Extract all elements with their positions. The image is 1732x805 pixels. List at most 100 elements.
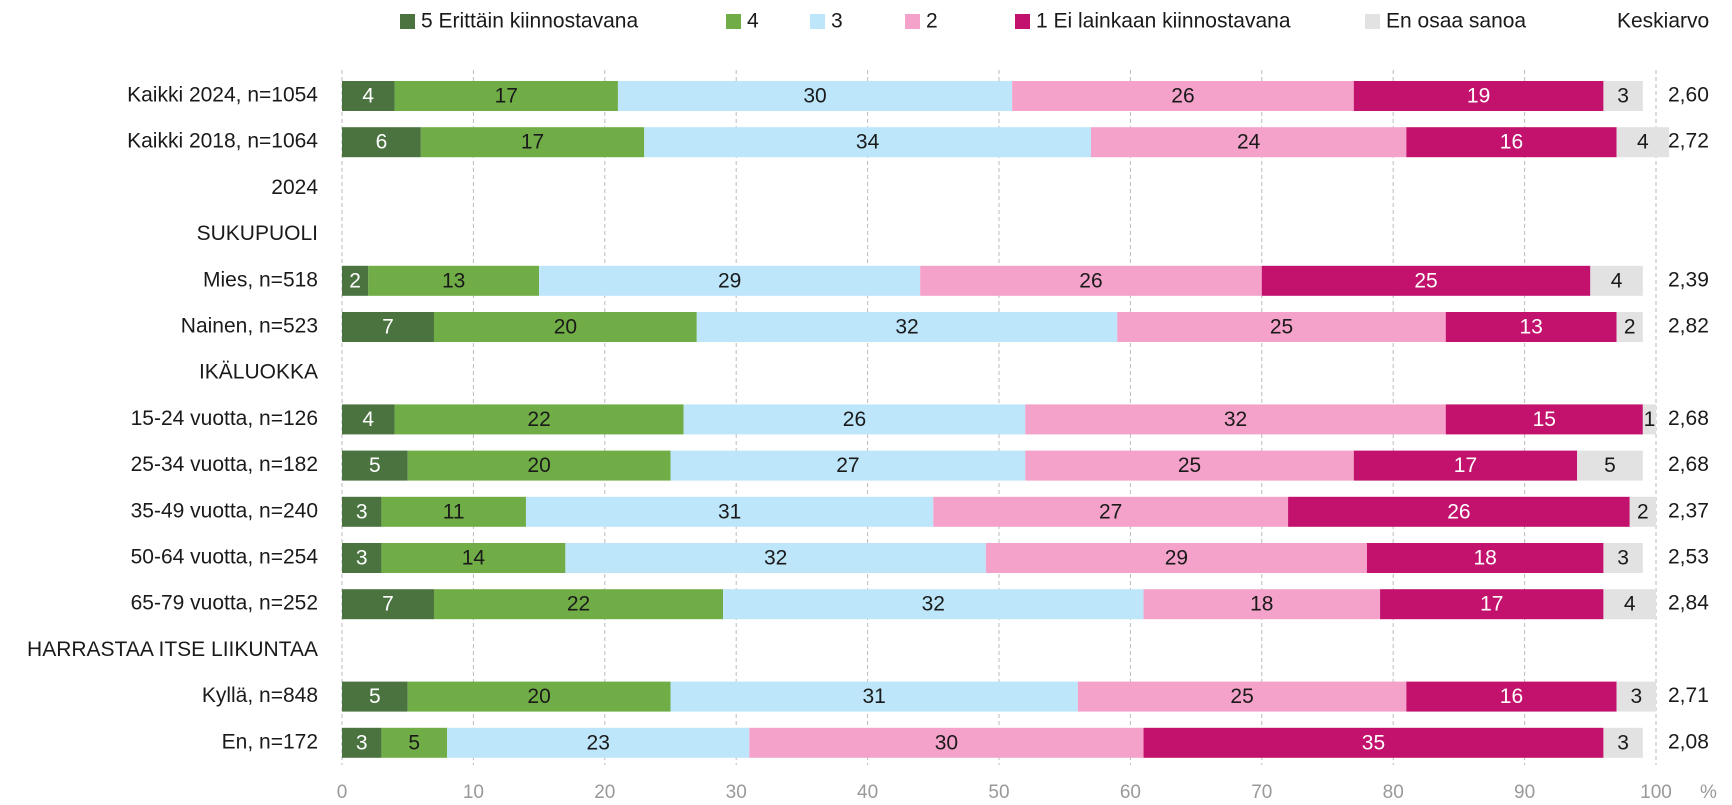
category-label: 35-49 vuotta, n=240 [131, 499, 318, 522]
value-label: 32 [764, 547, 787, 570]
category-label: 15-24 vuotta, n=126 [131, 407, 318, 430]
value-label: 31 [862, 685, 885, 708]
bar-segment [1590, 265, 1643, 296]
category-label: Kyllä, n=848 [202, 684, 318, 707]
bar-segment [1445, 312, 1617, 342]
value-label: 5 [1604, 454, 1616, 477]
value-label: 3 [1630, 685, 1642, 708]
legend-swatch [400, 14, 415, 29]
value-label: 4 [1637, 131, 1649, 154]
value-label: 29 [718, 269, 741, 292]
category-label: HARRASTAA ITSE LIIKUNTAA [27, 638, 318, 661]
bar-segment [342, 681, 408, 712]
x-tick-label: 60 [1120, 782, 1141, 803]
value-label: 4 [362, 85, 374, 108]
value-label: 30 [935, 731, 958, 754]
mean-label: 2,53 [1668, 546, 1709, 569]
bar-segment [644, 127, 1091, 158]
bar-segment [985, 543, 1367, 573]
bar-segment [1642, 404, 1656, 435]
legend-swatch [905, 14, 920, 29]
bar-segment [1629, 496, 1656, 527]
bar-segment [670, 450, 1026, 481]
value-label: 25 [1414, 269, 1437, 292]
bar-segment [342, 589, 434, 620]
bar-segment [381, 727, 448, 758]
x-axis-label: % [1700, 782, 1717, 803]
value-label: 5 [369, 685, 381, 708]
bar-segment [565, 543, 986, 573]
bar-segment [1406, 127, 1617, 158]
value-label: 18 [1474, 547, 1497, 570]
value-label: 2 [1637, 500, 1649, 523]
mean-title: Keskiarvo [1617, 10, 1709, 33]
bar-segment [342, 543, 382, 573]
bar-segment [342, 127, 421, 158]
bar-segment [1025, 450, 1354, 481]
value-label: 3 [1617, 85, 1629, 108]
category-label: Kaikki 2018, n=1064 [127, 130, 318, 153]
value-label: 27 [1099, 500, 1122, 523]
legend-label: 3 [831, 10, 843, 33]
bar-segment [1603, 589, 1656, 620]
value-label: 24 [1237, 131, 1261, 154]
legend-label: 5 Erittäin kiinnostavana [421, 10, 638, 33]
value-label: 27 [836, 454, 859, 477]
bar-segment [1143, 727, 1604, 758]
value-label: 25 [1230, 685, 1253, 708]
bar-segment [1603, 727, 1643, 758]
bar-segment [1143, 589, 1381, 620]
bar-segment [447, 727, 750, 758]
value-label: 30 [803, 85, 826, 108]
legend-swatch [810, 14, 825, 29]
category-label: En, n=172 [222, 730, 318, 753]
x-tick-label: 50 [988, 782, 1009, 803]
bar-segment [920, 265, 1262, 296]
value-label: 17 [1454, 454, 1477, 477]
bar-segment [342, 265, 369, 296]
category-label: Kaikki 2024, n=1054 [127, 84, 318, 107]
value-label: 32 [1224, 408, 1247, 431]
x-tick-label: 30 [726, 782, 747, 803]
bar-segment [381, 543, 566, 573]
value-label: 3 [356, 731, 368, 754]
bar-segment [342, 312, 434, 342]
legend-swatch [1015, 14, 1030, 29]
value-label: 11 [443, 500, 465, 523]
x-tick-label: 80 [1383, 782, 1404, 803]
bar-segment [342, 81, 395, 111]
bar-segment [1616, 312, 1643, 342]
bar-segment [1025, 404, 1446, 435]
bar-segment [670, 681, 1078, 712]
mean-label: 2,71 [1668, 684, 1709, 707]
value-label: 5 [369, 454, 381, 477]
category-label: Nainen, n=523 [181, 315, 318, 338]
category-label: Mies, n=518 [203, 268, 318, 291]
value-label: 26 [1447, 500, 1470, 523]
category-label: 2024 [271, 176, 318, 199]
value-label: 17 [1480, 593, 1503, 616]
value-label: 17 [495, 85, 518, 108]
x-tick-label: 100 [1640, 782, 1672, 803]
bar-segment [381, 496, 526, 527]
bar-segment [433, 312, 697, 342]
value-label: 32 [922, 593, 945, 616]
value-label: 3 [1617, 547, 1629, 570]
bar-segment [1077, 681, 1407, 712]
value-label: 25 [1270, 316, 1293, 339]
value-label: 4 [1624, 593, 1636, 616]
value-label: 29 [1165, 547, 1188, 570]
bar-segment [933, 496, 1289, 527]
bar-segment [617, 81, 1013, 111]
value-label: 26 [1171, 85, 1194, 108]
category-label: 25-34 vuotta, n=182 [131, 453, 318, 476]
bar-segment [1603, 81, 1643, 111]
bar-segment [1090, 127, 1407, 158]
value-label: 20 [554, 316, 577, 339]
x-tick-label: 0 [337, 782, 348, 803]
value-label: 26 [1079, 269, 1102, 292]
bar-segment [1380, 589, 1604, 620]
value-label: 2 [1624, 316, 1636, 339]
legend-label: 1 Ei lainkaan kiinnostavana [1036, 10, 1291, 33]
